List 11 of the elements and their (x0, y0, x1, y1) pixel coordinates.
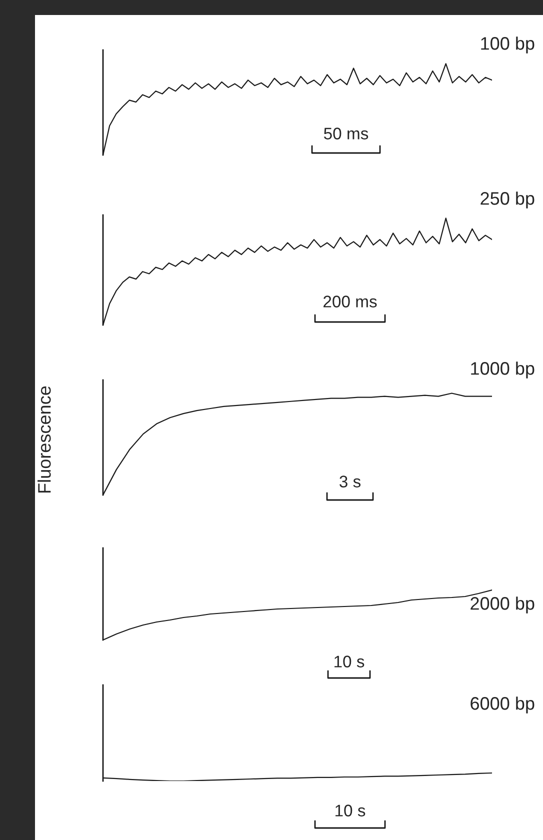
chart-title: 1000 bp (471, 362, 534, 378)
y-axis-title: Fluorescence (38, 386, 51, 493)
chart-title: 6000 bp (470, 696, 534, 714)
text: 10 s (336, 804, 366, 816)
text: 10 s (334, 656, 364, 668)
annotation: 3 s (340, 476, 361, 488)
annotation: 200 ms (324, 296, 377, 308)
chart-title: 250 bp (480, 192, 534, 208)
chart-title: 100 bp (481, 36, 534, 54)
annotation: 50 ms (324, 128, 368, 140)
chart-title: 2000 bp (470, 596, 534, 614)
